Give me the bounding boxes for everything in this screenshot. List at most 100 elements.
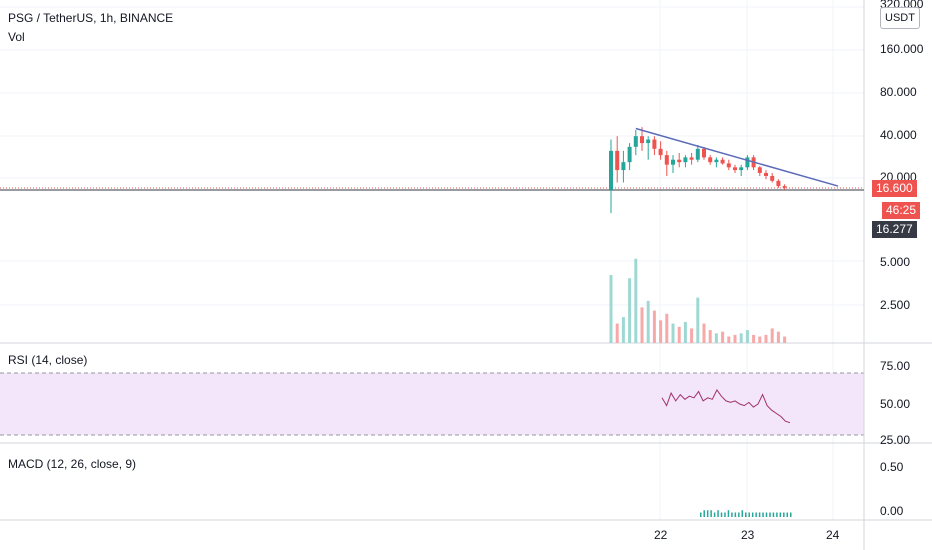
volume-bar xyxy=(721,331,725,343)
volume-axis-label: 2.500 xyxy=(880,298,911,312)
candle-body xyxy=(677,159,682,163)
volume-bar xyxy=(609,274,613,343)
macd-histogram-bar xyxy=(786,512,789,517)
rsi-axis-label: 75.00 xyxy=(880,359,911,373)
volume-bar xyxy=(764,334,768,343)
macd-histogram-bar xyxy=(710,510,712,517)
candle-body xyxy=(739,167,744,171)
candle-body xyxy=(770,176,775,181)
price-axis-label: 320.000 xyxy=(880,0,924,11)
macd-histogram-bar xyxy=(790,512,792,517)
time-axis-label: 24 xyxy=(826,528,840,542)
macd-histogram xyxy=(700,510,792,517)
macd-histogram-bar xyxy=(765,512,768,517)
candle-body xyxy=(683,157,688,163)
trendline[interactable] xyxy=(635,127,839,187)
macd-histogram-bar xyxy=(720,512,723,517)
last-price-tag: 16.600 xyxy=(872,180,917,197)
volume-bar xyxy=(696,297,700,343)
candle-body xyxy=(720,159,725,164)
volume-bar xyxy=(671,323,675,343)
macd-histogram-bar xyxy=(731,512,733,517)
macd-histogram-bar xyxy=(772,512,775,517)
candle-body xyxy=(633,136,638,147)
candle-body xyxy=(609,150,613,190)
macd-histogram-bar xyxy=(706,510,709,517)
candle-body xyxy=(708,157,713,163)
volume-bar xyxy=(652,310,656,343)
macd-histogram-bar xyxy=(751,512,754,517)
candle-body xyxy=(621,162,626,171)
macd-histogram-bar xyxy=(776,512,778,517)
macd-histogram-bar xyxy=(727,510,730,517)
volume-legend[interactable]: Vol xyxy=(8,30,25,44)
candle-body xyxy=(646,139,651,144)
candle-body xyxy=(714,159,719,163)
volume-bar xyxy=(634,258,638,343)
volume-bar xyxy=(714,333,718,343)
macd-histogram-bar xyxy=(762,512,764,517)
macd-axis-label: 0.00 xyxy=(880,504,904,518)
symbol-legend[interactable]: PSG / TetherUS, 1h, BINANCE xyxy=(8,11,174,25)
volume-bar xyxy=(739,333,743,343)
candle-body xyxy=(664,155,669,165)
price-axis-label: 160.000 xyxy=(880,42,924,56)
macd-histogram-bar xyxy=(755,512,757,517)
rsi-axis-label: 25.00 xyxy=(880,433,911,447)
volume-bar xyxy=(708,330,712,343)
candle-body xyxy=(757,167,762,173)
rsi-band xyxy=(0,373,864,435)
volume-bar xyxy=(758,336,762,343)
price-axis-label: 40.000 xyxy=(880,128,917,142)
macd-histogram-bar xyxy=(748,512,750,517)
volume-bar xyxy=(677,326,681,343)
macd-histogram-bar xyxy=(700,512,702,517)
macd-histogram-bar xyxy=(738,512,740,517)
candle-body xyxy=(733,167,737,171)
time-axis-label: 23 xyxy=(741,528,755,542)
macd-histogram-bar xyxy=(724,512,726,517)
volume-bar xyxy=(745,330,749,343)
volume-bar xyxy=(621,317,625,343)
candle-body xyxy=(640,136,644,144)
currency-unit-button[interactable]: USDT xyxy=(880,7,920,29)
volume-bar xyxy=(665,313,669,343)
candle-body xyxy=(726,163,731,168)
macd-histogram-bar xyxy=(713,512,716,517)
volume-bar xyxy=(615,323,619,343)
bar-countdown-tag: 46:25 xyxy=(882,202,921,219)
macd-axis-label: 0.50 xyxy=(880,460,904,474)
volume-bar xyxy=(659,320,663,343)
time-axis-label: 22 xyxy=(654,528,668,542)
macd-histogram-bar xyxy=(717,510,719,517)
volume-bar xyxy=(628,278,632,343)
volume-bar xyxy=(690,328,694,343)
candle-body xyxy=(782,186,787,188)
rsi-axis-label: 50.00 xyxy=(880,397,911,411)
volume-bar xyxy=(770,328,774,343)
candle-body xyxy=(776,180,781,187)
candlestick-series xyxy=(609,127,787,214)
volume-bar xyxy=(752,334,756,343)
candle-body xyxy=(671,159,675,165)
candle-body xyxy=(627,146,632,163)
volume-axis-label: 5.000 xyxy=(880,255,911,269)
candle-body xyxy=(695,148,700,160)
macd-histogram-bar xyxy=(703,510,705,517)
grid-lines xyxy=(0,0,864,520)
candle-body xyxy=(689,157,694,160)
candle-body xyxy=(615,150,620,171)
candle-body xyxy=(658,148,663,156)
volume-bar xyxy=(783,336,787,343)
rsi-line xyxy=(661,389,791,424)
candle-body xyxy=(745,157,750,168)
rsi-legend[interactable]: RSI (14, close) xyxy=(8,353,88,367)
macd-histogram-bar xyxy=(734,512,737,517)
candle-body xyxy=(764,172,768,176)
macd-histogram-bar xyxy=(758,512,761,517)
macd-histogram-bar xyxy=(769,512,771,517)
price-axis-label: 80.000 xyxy=(880,85,917,99)
macd-legend[interactable]: MACD (12, 26, close, 9) xyxy=(8,457,137,471)
